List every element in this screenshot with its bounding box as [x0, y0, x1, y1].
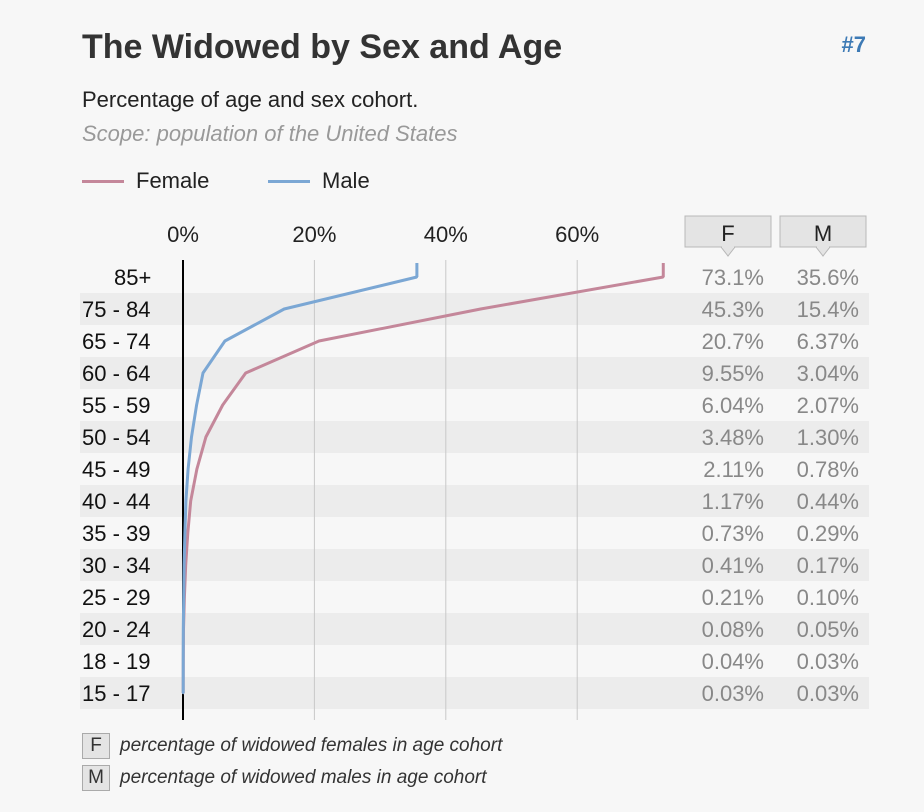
row-stripe [80, 549, 869, 581]
data-label-female: 73.1% [702, 265, 764, 290]
category-label: 15 - 17 [82, 681, 151, 706]
data-point-female [244, 371, 247, 375]
data-point-male [415, 275, 419, 279]
data-label-male: 0.10% [797, 585, 859, 610]
data-label-male: 2.07% [797, 393, 859, 418]
data-label-female: 0.04% [702, 649, 764, 674]
footnote-text-male: percentage of widowed males in age cohor… [120, 767, 487, 789]
column-header-male-label: M [814, 221, 832, 246]
data-point-female [479, 307, 482, 311]
data-label-female: 6.04% [702, 393, 764, 418]
legend-swatch-female [82, 180, 124, 183]
data-label-male: 0.05% [797, 617, 859, 642]
data-point-male [184, 499, 188, 503]
data-label-male: 6.37% [797, 329, 859, 354]
category-label: 60 - 64 [82, 361, 151, 386]
data-label-male: 3.04% [797, 361, 859, 386]
data-point-female [186, 531, 189, 535]
data-point-male [183, 531, 187, 535]
data-point-male [282, 307, 286, 311]
data-point-male [181, 659, 185, 663]
x-tick-label: 40% [424, 222, 468, 247]
row-stripe [80, 677, 869, 709]
row-stripe [80, 613, 869, 645]
data-label-female: 0.21% [702, 585, 764, 610]
category-label: 40 - 44 [82, 489, 151, 514]
legend-swatch-male [268, 180, 310, 183]
data-label-male: 15.4% [797, 297, 859, 322]
data-label-female: 45.3% [702, 297, 764, 322]
data-point-female [195, 467, 199, 471]
data-point-male [182, 627, 185, 631]
row-stripe [80, 485, 869, 517]
data-label-female: 1.17% [702, 489, 764, 514]
data-point-male [181, 691, 185, 695]
data-label-female: 3.48% [702, 425, 764, 450]
data-point-female [204, 435, 208, 439]
data-label-female: 0.41% [702, 553, 764, 578]
column-header-female-label: F [721, 221, 734, 246]
column-header-female-box [684, 215, 772, 248]
data-label-female: 0.08% [702, 617, 764, 642]
category-label: 20 - 24 [82, 617, 151, 642]
data-label-male: 0.78% [797, 457, 859, 482]
legend-label-female: Female [136, 168, 210, 193]
data-point-female [189, 499, 192, 503]
data-label-male: 0.17% [797, 553, 859, 578]
category-label: 55 - 59 [82, 393, 151, 418]
category-label: 65 - 74 [82, 329, 151, 354]
category-label: 35 - 39 [82, 521, 151, 546]
x-tick-label: 60% [555, 222, 599, 247]
column-header-male-box [779, 215, 867, 248]
data-point-male [182, 563, 186, 567]
data-label-male: 1.30% [797, 425, 859, 450]
data-point-female [662, 275, 665, 279]
data-label-male: 35.6% [797, 265, 859, 290]
data-point-male [190, 435, 193, 439]
data-label-female: 20.7% [702, 329, 764, 354]
column-header-male-pointer [814, 246, 832, 257]
data-label-male: 0.29% [797, 521, 859, 546]
data-label-male: 0.03% [797, 649, 859, 674]
data-label-female: 0.73% [702, 521, 764, 546]
legend-label-male: Male [322, 168, 370, 193]
chart-subtitle: Percentage of age and sex cohort. [82, 87, 419, 112]
data-point-male [223, 339, 227, 343]
category-label: 25 - 29 [82, 585, 151, 610]
chart-title: The Widowed by Sex and Age [82, 28, 563, 66]
data-label-female: 2.11% [703, 457, 764, 482]
footnote-text-female: percentage of widowed females in age coh… [120, 735, 503, 757]
data-label-male: 0.03% [797, 681, 859, 706]
column-header-female-pointer [719, 246, 737, 257]
category-label: 45 - 49 [82, 457, 151, 482]
x-tick-label: 0% [167, 222, 199, 247]
data-point-male [195, 403, 198, 407]
chart-scope: Scope: population of the United States [82, 121, 458, 146]
data-point-male [182, 595, 185, 599]
data-point-female [317, 339, 321, 343]
chart-number[interactable]: #7 [841, 32, 866, 57]
category-label: 75 - 84 [82, 297, 151, 322]
data-point-female [221, 403, 224, 407]
data-label-female: 9.55% [702, 361, 764, 386]
data-label-female: 0.03% [702, 681, 764, 706]
category-label: 18 - 19 [82, 649, 151, 674]
footnote-key-male: M [82, 765, 110, 791]
footnote-key-female: F [82, 733, 110, 759]
data-label-male: 0.44% [797, 489, 859, 514]
data-point-male [186, 467, 190, 471]
x-tick-label: 20% [292, 222, 336, 247]
data-point-male [201, 371, 205, 375]
category-label: 30 - 34 [82, 553, 151, 578]
series-line-male [181, 275, 418, 693]
category-label: 85+ [114, 265, 151, 290]
category-label: 50 - 54 [82, 425, 151, 450]
